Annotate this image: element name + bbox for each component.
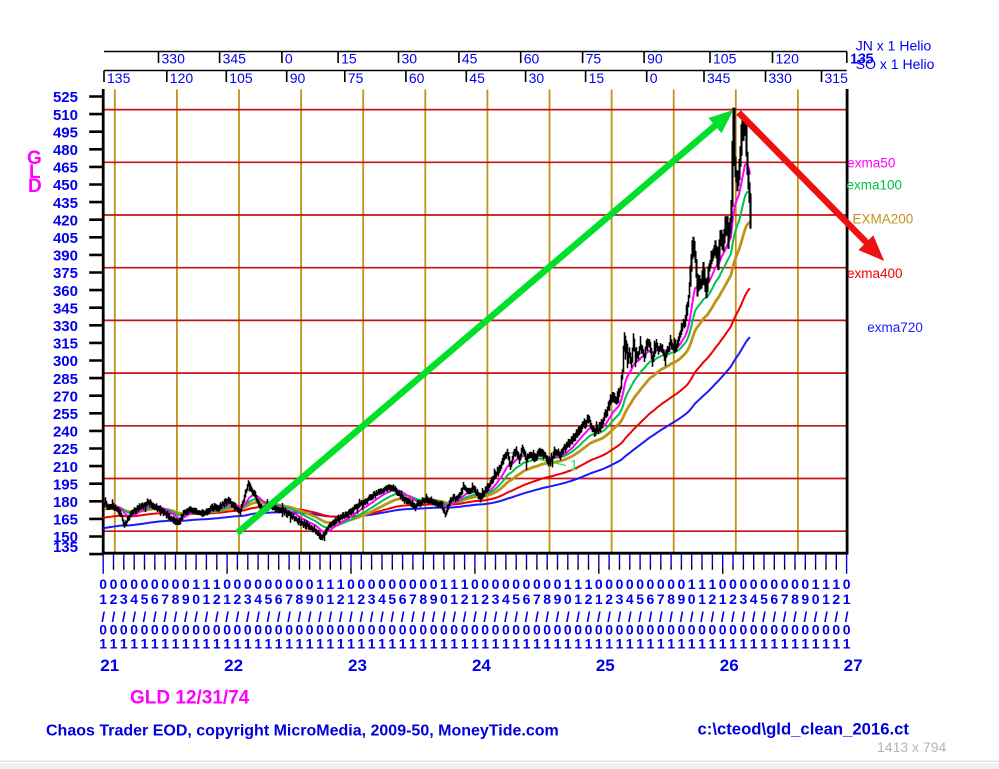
svg-text:465: 465 [53,160,78,177]
svg-text:180: 180 [53,494,78,511]
svg-text:330: 330 [162,51,186,67]
svg-text:60: 60 [524,51,540,67]
svg-text:exma720: exma720 [867,320,923,335]
svg-text:90: 90 [290,70,306,86]
svg-text:27: 27 [844,656,863,675]
svg-text:105: 105 [229,70,253,86]
svg-text:105: 105 [713,51,737,67]
svg-text:225: 225 [53,441,78,458]
svg-text:330: 330 [769,70,793,86]
svg-text:480: 480 [53,142,78,159]
svg-text:375: 375 [53,265,78,282]
svg-text:495: 495 [53,124,78,141]
svg-text:45: 45 [462,51,478,67]
svg-text:525: 525 [53,89,78,106]
svg-text:0: 0 [285,51,293,67]
svg-text:GLD 12/31/74: GLD 12/31/74 [130,688,250,709]
svg-text:60: 60 [409,70,425,86]
svg-text:EXMA200: EXMA200 [853,212,914,227]
svg-text:210: 210 [53,459,78,476]
svg-text:45: 45 [469,70,485,86]
svg-text:26: 26 [720,656,739,675]
svg-text:23: 23 [348,656,367,675]
svg-text:285: 285 [53,371,78,388]
svg-text:240: 240 [53,424,78,441]
svg-text:exma50: exma50 [847,156,895,171]
svg-text:24: 24 [472,656,491,675]
svg-text:123456789012123456789012123456: 1234567890121234567890121234567890121234… [99,591,850,607]
svg-text:75: 75 [348,70,364,86]
svg-text:1: 1 [570,457,578,474]
svg-text:150: 150 [53,529,78,546]
svg-text:135: 135 [53,539,78,556]
svg-text:345: 345 [53,300,78,317]
svg-text:330: 330 [53,318,78,335]
svg-text:315: 315 [825,70,849,86]
svg-text:135: 135 [107,70,131,86]
svg-text:G: G [27,148,42,169]
svg-text:255: 255 [53,406,78,423]
svg-text:000000000111000000000111000000: 0000000001110000000001110000000001110000… [99,576,850,592]
svg-text:22: 22 [224,656,243,675]
svg-text:111111111111111111111111111111: 1111111111111111111111111111111111111111… [99,636,850,652]
svg-text:435: 435 [53,195,78,212]
svg-text:450: 450 [53,177,78,194]
svg-text:510: 510 [53,107,78,124]
svg-text:25: 25 [596,656,615,675]
svg-text:120: 120 [170,70,194,86]
svg-text:Chaos Trader EOD, copyright Mi: Chaos Trader EOD, copyright MicroMedia, … [46,723,559,740]
svg-text:c:\cteod\gld_clean_2016.ct: c:\cteod\gld_clean_2016.ct [698,720,910,739]
svg-text:360: 360 [53,283,78,300]
svg-text:405: 405 [53,230,78,247]
svg-text:000000000000000000000000000000: 0000000000000000000000000000000000000000… [99,622,850,638]
svg-text:exma400: exma400 [847,266,903,281]
svg-text:300: 300 [53,353,78,370]
svg-text:270: 270 [53,388,78,405]
svg-text:390: 390 [53,248,78,265]
svg-text:90: 90 [647,51,663,67]
svg-text:165: 165 [53,512,78,529]
svg-text:420: 420 [53,212,78,229]
svg-text:0: 0 [650,70,658,86]
svg-text:195: 195 [53,476,78,493]
svg-text:exma100: exma100 [847,178,903,193]
svg-text://////////////////////////////: ////////////////////////////////////////… [101,608,848,624]
svg-text:75: 75 [586,51,602,67]
svg-text:135: 135 [850,51,874,67]
svg-text:345: 345 [223,51,247,67]
svg-text:JN x 1 Helio: JN x 1 Helio [856,38,932,54]
svg-text:30: 30 [529,70,545,86]
svg-text:SO x 1 Helio: SO x 1 Helio [856,56,935,72]
svg-text:L: L [29,162,41,183]
svg-text:21: 21 [100,656,119,675]
svg-text:315: 315 [53,336,78,353]
svg-text:345: 345 [707,70,731,86]
svg-text:120: 120 [776,51,800,67]
svg-text:30: 30 [402,51,418,67]
svg-text:D: D [28,176,42,197]
svg-text:15: 15 [341,51,357,67]
svg-text:1413 x 794: 1413 x 794 [877,739,946,755]
svg-text:15: 15 [589,70,605,86]
svg-text:135: 135 [851,50,875,66]
